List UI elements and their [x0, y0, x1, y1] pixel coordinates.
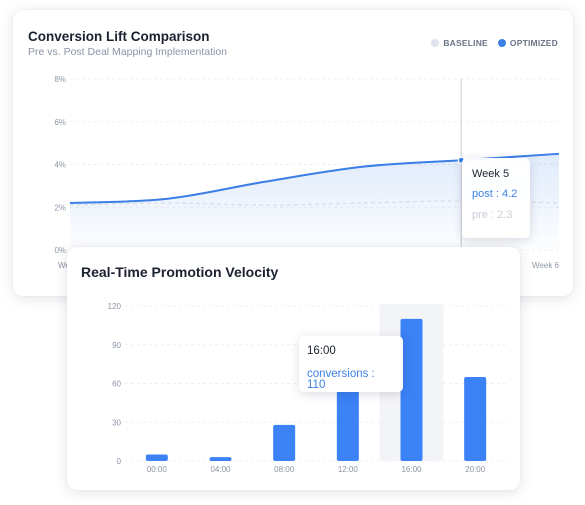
bar [336, 380, 359, 461]
y-tick-label: 90 [112, 341, 121, 350]
lift-chart-subtitle: Pre vs. Post Deal Mapping Implementation [28, 46, 228, 58]
tooltip-pre-value: pre : 2.3 [472, 209, 513, 221]
bar [400, 318, 423, 461]
lift-chart-tooltip: Week 5 post : 4.2 pre : 2.3 [462, 158, 530, 238]
optimized-area [70, 153, 559, 250]
y-tick-label: 60 [112, 380, 121, 389]
velocity-chart-tooltip: 16:00 conversions : 110 [299, 336, 403, 392]
y-tick-label: 2% [54, 203, 66, 212]
y-tick-label: 30 [112, 418, 121, 427]
legend-label-baseline: BASELINE [443, 38, 488, 48]
velocity-chart-title: Real-Time Promotion Velocity [81, 264, 279, 280]
y-tick-label: 120 [108, 302, 122, 311]
y-tick-label: 4% [54, 161, 66, 170]
legend-label-optimized: OPTIMIZED [509, 38, 558, 48]
x-tick-label-last: Week 6 [532, 261, 560, 270]
y-tick-label: 0 [117, 457, 122, 466]
tooltip-time-label: 16:00 [307, 345, 336, 357]
legend-item-baseline[interactable]: BASELINE [431, 38, 488, 48]
x-tick-label: 00:00 [147, 465, 168, 474]
tooltip-week-label: Week 5 [472, 168, 510, 180]
y-tick-label: 0% [54, 246, 66, 255]
legend-dot-baseline [431, 39, 440, 47]
lift-chart-legend: BASELINE OPTIMIZED [431, 38, 558, 48]
bar-chart: 0 30 60 90 120 00:00 04:00 08:00 12:00 16:00 20:00 [108, 302, 507, 474]
promotion-velocity-card: 0 30 60 90 120 00:00 04:00 08:00 12:00 16:00 20:00… [67, 247, 520, 490]
tooltip-conversions-value: conversions : 110 [307, 367, 375, 391]
legend-dot-optimized [497, 39, 506, 47]
y-tick-label: 8% [54, 75, 66, 84]
x-tick-label: 08:00 [274, 465, 295, 474]
x-tick-label: 20:00 [465, 465, 486, 474]
bar [464, 377, 487, 461]
bar [145, 454, 168, 461]
x-tick-label: 04:00 [210, 465, 231, 474]
bar [209, 457, 232, 461]
x-tick-label: 12:00 [338, 465, 359, 474]
lift-chart-title: Conversion Lift Comparison [28, 29, 210, 44]
y-tick-label: 6% [54, 118, 66, 127]
tooltip-post-value: post : 4.2 [472, 188, 518, 200]
bar [273, 424, 296, 461]
legend-item-optimized[interactable]: OPTIMIZED [497, 38, 558, 48]
x-tick-label: 16:00 [401, 465, 422, 474]
